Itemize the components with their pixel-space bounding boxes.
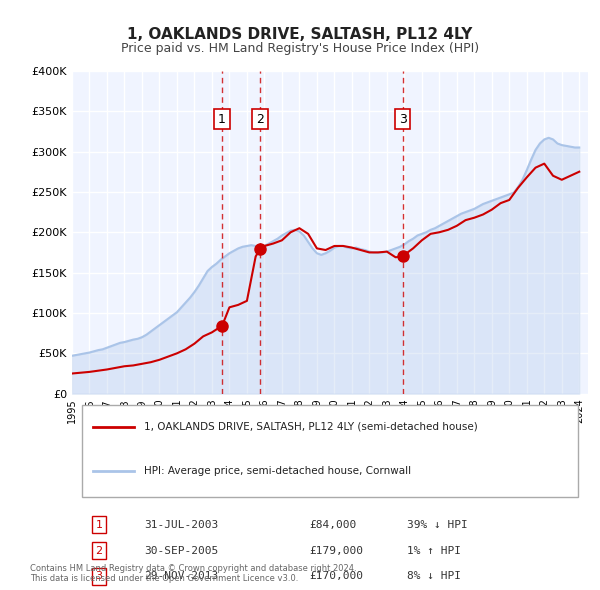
Text: Contains HM Land Registry data © Crown copyright and database right 2024.
This d: Contains HM Land Registry data © Crown c…: [30, 563, 356, 583]
Text: £170,000: £170,000: [310, 571, 364, 581]
Text: Price paid vs. HM Land Registry's House Price Index (HPI): Price paid vs. HM Land Registry's House …: [121, 42, 479, 55]
Text: 1: 1: [95, 520, 103, 530]
Text: 2: 2: [95, 546, 103, 556]
Text: 31-JUL-2003: 31-JUL-2003: [144, 520, 218, 530]
Text: 3: 3: [399, 113, 407, 126]
Text: 29-NOV-2013: 29-NOV-2013: [144, 571, 218, 581]
Text: 1: 1: [218, 113, 226, 126]
Text: 1, OAKLANDS DRIVE, SALTASH, PL12 4LY: 1, OAKLANDS DRIVE, SALTASH, PL12 4LY: [127, 27, 473, 41]
Text: 3: 3: [95, 571, 103, 581]
FancyBboxPatch shape: [82, 405, 578, 497]
Text: 39% ↓ HPI: 39% ↓ HPI: [407, 520, 468, 530]
Text: 2: 2: [256, 113, 264, 126]
Text: 1% ↑ HPI: 1% ↑ HPI: [407, 546, 461, 556]
Text: £84,000: £84,000: [310, 520, 356, 530]
Text: £179,000: £179,000: [310, 546, 364, 556]
Text: 8% ↓ HPI: 8% ↓ HPI: [407, 571, 461, 581]
Text: 30-SEP-2005: 30-SEP-2005: [144, 546, 218, 556]
Text: HPI: Average price, semi-detached house, Cornwall: HPI: Average price, semi-detached house,…: [144, 466, 412, 476]
Text: 1, OAKLANDS DRIVE, SALTASH, PL12 4LY (semi-detached house): 1, OAKLANDS DRIVE, SALTASH, PL12 4LY (se…: [144, 422, 478, 432]
